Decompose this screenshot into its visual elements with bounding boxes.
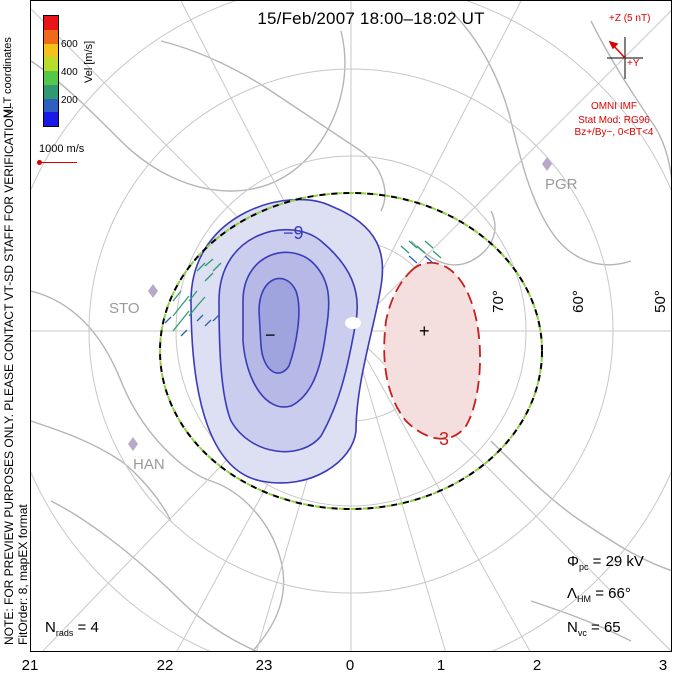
velocity-vectors-dusk: [164, 258, 222, 337]
imf-z-label: +Z (5 nT): [609, 13, 651, 24]
imf-source: OMNI IMF: [590, 101, 638, 112]
mlat-label-50: 50°: [651, 290, 669, 313]
mlt-tick-23: 23: [255, 657, 273, 674]
map-title: 15/Feb/2007 18:00–18:02 UT: [257, 9, 485, 28]
colorbar-segment: [44, 29, 58, 44]
colorbar-segment: [44, 16, 58, 30]
nvc-symbol: N: [567, 619, 578, 636]
colorbar-segment: [44, 43, 58, 58]
mlt-tick-3: 3: [658, 657, 668, 674]
colorbar-tick-400: 400: [61, 67, 78, 78]
imf-condition: Bz+/By−, 0<BT<4: [574, 127, 654, 138]
velocity-colorbar: [43, 15, 59, 127]
coastlines: [31, 10, 671, 651]
fit-order-note: FitOrder: 8, mapEX format: [16, 504, 30, 645]
colorbar-segment: [44, 98, 58, 113]
potential-minimum-marker: −: [265, 325, 276, 345]
verification-note: NOTE: FOR PREVIEW PURPOSES ONLY. PLEASE …: [2, 106, 16, 645]
reference-vector-line: [39, 162, 77, 163]
colorbar-segment: [44, 57, 58, 71]
colorbar-segment: [44, 112, 58, 126]
lambda-symbol: Λ: [567, 585, 578, 602]
dawn-convection-cell: [383, 262, 481, 440]
mlt-tick-2: 2: [532, 657, 542, 674]
nvc-value: = 65: [591, 619, 621, 636]
convection-map: [31, 1, 671, 651]
colorbar-tick-200: 200: [61, 95, 78, 106]
vector-count: Nvc = 65: [567, 619, 621, 638]
station-sto: STO: [109, 300, 140, 317]
mlt-tick-22: 22: [156, 657, 174, 674]
cross-polar-potential: Φpc = 29 kV: [567, 553, 644, 572]
mlt-tick-1: 1: [436, 657, 446, 674]
dusk-convection-cell: [190, 198, 384, 484]
dusk-contour-label: −9: [283, 223, 304, 243]
station-pgr: PGR: [545, 176, 578, 193]
mlat-label-60: 60°: [569, 290, 587, 313]
reference-vector-label: 1000 m/s: [39, 143, 85, 155]
mlt-tick-0: 0: [345, 657, 355, 674]
potential-maximum-marker: +: [419, 321, 430, 341]
radar-count: Nrads = 4: [45, 619, 99, 638]
dawn-contour-label: 3: [439, 429, 450, 449]
lambda-sub: HM: [577, 594, 592, 604]
lambda-value: = 66°: [595, 585, 631, 602]
nrads-sub: rads: [55, 628, 74, 638]
pole-marker: [345, 317, 361, 329]
hm-boundary-highlight: [159, 192, 543, 510]
colorbar-segment: [44, 71, 58, 85]
phi-symbol: Φ: [567, 553, 579, 570]
nrads-symbol: N: [45, 619, 56, 636]
colorbar-segment: [44, 84, 58, 99]
mlat-label-70: 70°: [489, 290, 507, 313]
reference-vector-dot: [37, 160, 42, 165]
plot-frame: 15/Feb/2007 18:00–18:02 UT 600 400 200 V…: [30, 0, 672, 652]
phi-value: = 29 kV: [592, 553, 644, 570]
imf-y-label: +Y: [627, 58, 640, 69]
colorbar-tick-600: 600: [61, 39, 78, 50]
colorbar-label: Vel [m/s]: [83, 40, 95, 83]
nvc-sub: vc: [577, 628, 587, 638]
mlt-tick-21: 21: [21, 657, 39, 674]
imf-vector: [608, 40, 626, 59]
velocity-vectors-dawn: [400, 240, 442, 264]
nrads-value: = 4: [77, 619, 99, 636]
stat-model: Stat Mod: RG96: [578, 115, 650, 126]
station-markers: [128, 157, 552, 451]
hm-latitude: ΛHM = 66°: [567, 585, 631, 604]
station-han: HAN: [133, 456, 165, 473]
phi-sub: pc: [578, 562, 589, 572]
